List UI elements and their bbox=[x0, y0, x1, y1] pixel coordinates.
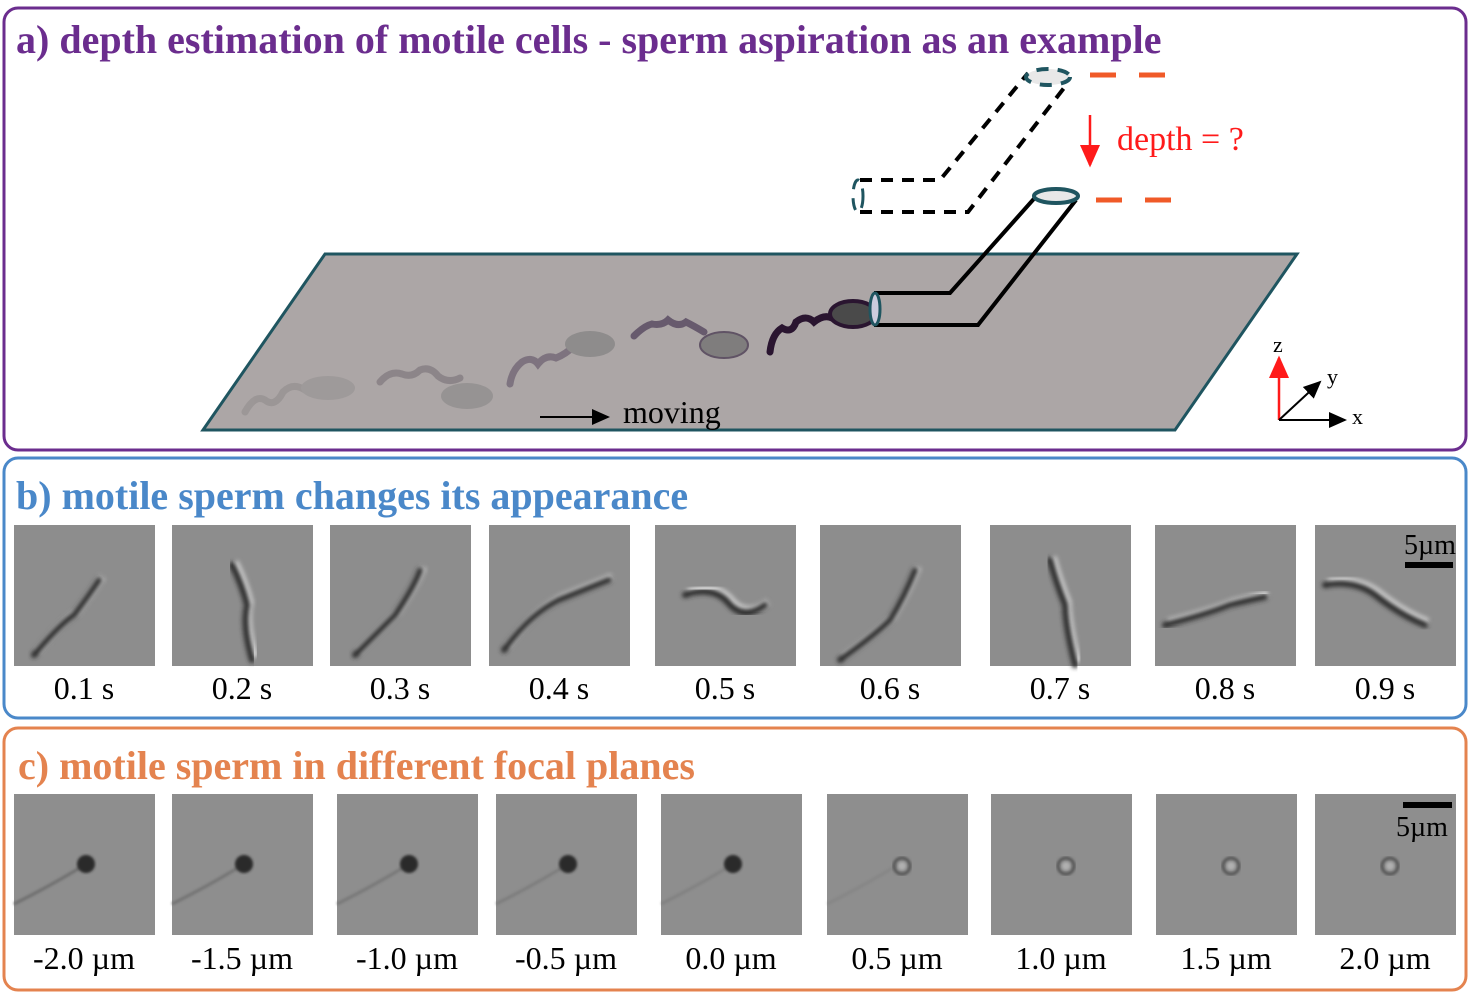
frame-thumbnail bbox=[991, 794, 1132, 935]
frame-thumbnail bbox=[13, 794, 155, 935]
focal-plane-label: 0.5 µm bbox=[851, 940, 942, 976]
sperm-trail bbox=[241, 299, 878, 416]
micrograph bbox=[1156, 794, 1297, 935]
frame-time-label: 0.9 s bbox=[1355, 670, 1415, 706]
focal-plane bbox=[200, 252, 1300, 432]
frame-thumbnail bbox=[655, 525, 796, 666]
frame-thumbnail bbox=[826, 794, 968, 935]
frame-time-label: 0.3 s bbox=[370, 670, 430, 706]
frame-thumbnail bbox=[820, 525, 961, 666]
focal-plane-label: 2.0 µm bbox=[1339, 940, 1430, 976]
focal-plane-label: -1.5 µm bbox=[191, 940, 293, 976]
frame-thumbnail bbox=[336, 794, 478, 935]
focal-plane-label: -0.5 µm bbox=[515, 940, 617, 976]
frame-time-label: 0.1 s bbox=[54, 670, 114, 706]
frame-thumbnail bbox=[1315, 525, 1456, 666]
frame-thumbnail bbox=[495, 794, 637, 935]
panel-c-title: c) motile sperm in different focal plane… bbox=[18, 743, 695, 788]
frame-thumbnail bbox=[660, 794, 802, 935]
frame-thumbnail bbox=[330, 525, 471, 666]
panel-b-frames: 0.1 s 0.2 s 0.3 s 0.4 s 0.5 s 0.6 s 0.7 s 0.8 s… bbox=[14, 525, 1456, 706]
axis-y-label: y bbox=[1327, 364, 1338, 389]
frame-thumbnail bbox=[1156, 794, 1297, 935]
frame-thumbnail bbox=[172, 525, 313, 666]
micrograph bbox=[1155, 525, 1296, 666]
panel-c-frames: -2.0 µm -1.5 µm -1.0 µm -0.5 µm 0.0 µm 0.5 µm… bbox=[13, 794, 1456, 976]
frame-thumbnail bbox=[1315, 794, 1456, 935]
micrograph bbox=[14, 525, 155, 666]
panel-a-title: a) depth estimation of motile cells - sp… bbox=[16, 17, 1161, 62]
panel-c-border bbox=[2, 726, 1468, 992]
axis-z-label: z bbox=[1273, 332, 1283, 357]
panel-c: c) motile sperm in different focal plane… bbox=[2, 726, 1468, 992]
frame-thumbnail bbox=[14, 525, 155, 666]
sperm-ghost-3 bbox=[506, 331, 615, 388]
frame-time-label: 0.6 s bbox=[860, 670, 920, 706]
micrograph bbox=[991, 794, 1132, 935]
micrograph bbox=[330, 525, 471, 666]
panel-a-border bbox=[2, 6, 1468, 452]
axis-x-label: x bbox=[1352, 404, 1363, 429]
moving-label: moving bbox=[623, 394, 721, 430]
sperm-ghost-1 bbox=[241, 376, 355, 416]
panel-b: b) motile sperm changes its appearance 0… bbox=[2, 456, 1468, 720]
focal-plane-label: 1.5 µm bbox=[1180, 940, 1271, 976]
panel-b-border bbox=[2, 456, 1468, 720]
sperm-ghost-2 bbox=[376, 365, 493, 409]
frame-time-label: 0.7 s bbox=[1030, 670, 1090, 706]
focal-plane-label: -2.0 µm bbox=[33, 940, 135, 976]
focal-plane-label: 0.0 µm bbox=[685, 940, 776, 976]
frame-thumbnail bbox=[489, 525, 630, 666]
depth-markers: depth = ? bbox=[1080, 72, 1244, 203]
sperm-ghost-4 bbox=[630, 315, 749, 359]
scale-bar-label: 5µm bbox=[1404, 530, 1456, 561]
micrograph bbox=[820, 525, 961, 666]
pipette-current bbox=[868, 187, 1080, 327]
focal-plane-label: -1.0 µm bbox=[356, 940, 458, 976]
scale-bar-label: 5µm bbox=[1396, 812, 1448, 843]
panel-a: a) depth estimation of motile cells - sp… bbox=[2, 6, 1468, 452]
frame-time-label: 0.4 s bbox=[529, 670, 589, 706]
frame-time-label: 0.5 s bbox=[695, 670, 755, 706]
frame-time-label: 0.8 s bbox=[1195, 670, 1255, 706]
frame-thumbnail bbox=[1155, 525, 1296, 666]
frame-thumbnail bbox=[171, 794, 313, 935]
pipette-previous bbox=[851, 67, 1072, 214]
axes-icon: z y x bbox=[1269, 332, 1363, 429]
depth-label: depth = ? bbox=[1117, 121, 1244, 158]
frame-time-label: 0.2 s bbox=[212, 670, 272, 706]
focal-plane-label: 1.0 µm bbox=[1015, 940, 1106, 976]
panel-b-title: b) motile sperm changes its appearance bbox=[16, 473, 688, 518]
micrograph bbox=[1315, 794, 1456, 935]
frame-thumbnail bbox=[990, 525, 1131, 668]
